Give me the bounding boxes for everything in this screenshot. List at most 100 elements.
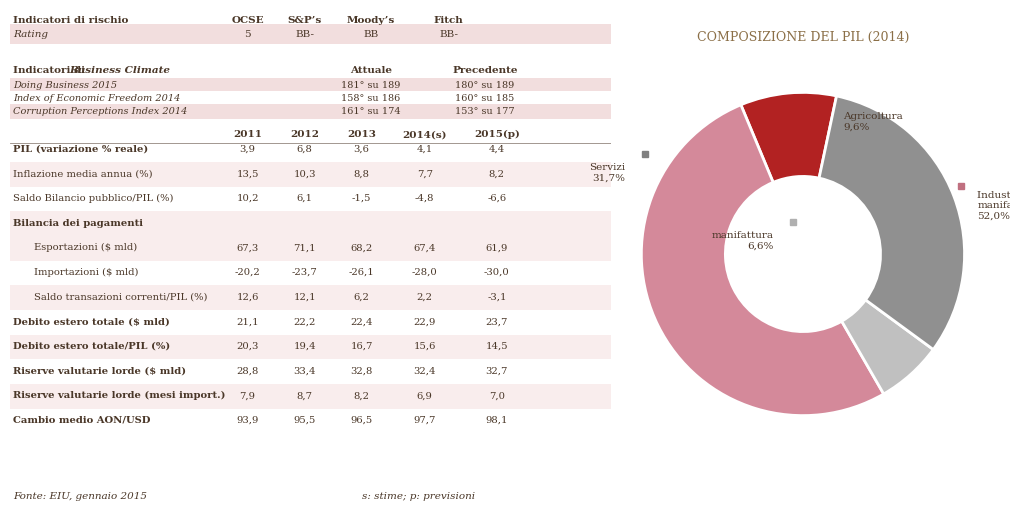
FancyBboxPatch shape xyxy=(10,138,611,162)
Text: Doing Business 2015: Doing Business 2015 xyxy=(13,81,117,90)
Text: Riserve valutarie lorde ($ mld): Riserve valutarie lorde ($ mld) xyxy=(13,367,186,375)
Text: Agricoltura
9,6%: Agricoltura 9,6% xyxy=(843,112,903,131)
Text: Index of Economic Freedom 2014: Index of Economic Freedom 2014 xyxy=(13,94,181,103)
Text: 23,7: 23,7 xyxy=(486,318,508,326)
Text: 180° su 189: 180° su 189 xyxy=(456,81,514,90)
Text: 16,7: 16,7 xyxy=(350,342,373,351)
Text: -28,0: -28,0 xyxy=(412,268,437,277)
Text: 10,2: 10,2 xyxy=(236,194,259,203)
FancyBboxPatch shape xyxy=(10,211,611,236)
Text: Corruption Perceptions Index 2014: Corruption Perceptions Index 2014 xyxy=(13,107,188,116)
Text: Moody’s: Moody’s xyxy=(346,16,395,25)
Text: 22,2: 22,2 xyxy=(293,318,316,326)
Text: 93,9: 93,9 xyxy=(236,416,259,425)
Text: -30,0: -30,0 xyxy=(484,268,510,277)
Text: S&P’s: S&P’s xyxy=(288,16,322,25)
Title: COMPOSIZIONE DEL PIL (2014): COMPOSIZIONE DEL PIL (2014) xyxy=(697,31,909,44)
Text: 68,2: 68,2 xyxy=(350,243,373,252)
Text: 8,2: 8,2 xyxy=(489,170,505,178)
Text: 6,1: 6,1 xyxy=(297,194,312,203)
Text: 95,5: 95,5 xyxy=(293,416,316,425)
Text: 6,8: 6,8 xyxy=(297,145,312,154)
Text: BB-: BB- xyxy=(439,30,459,39)
FancyBboxPatch shape xyxy=(10,335,611,359)
Text: -26,1: -26,1 xyxy=(348,268,375,277)
Text: 71,1: 71,1 xyxy=(293,243,316,252)
FancyBboxPatch shape xyxy=(10,285,611,310)
Text: 153° su 177: 153° su 177 xyxy=(456,107,515,116)
Text: 160° su 185: 160° su 185 xyxy=(456,94,514,103)
Text: 32,8: 32,8 xyxy=(350,367,373,375)
Text: OCSE: OCSE xyxy=(231,16,264,25)
Wedge shape xyxy=(741,92,836,182)
Text: 181° su 189: 181° su 189 xyxy=(341,81,400,90)
Text: 8,2: 8,2 xyxy=(354,391,370,400)
Text: Rating: Rating xyxy=(13,30,48,39)
Text: Saldo transazioni correnti/PIL (%): Saldo transazioni correnti/PIL (%) xyxy=(34,293,208,302)
Text: 6,2: 6,2 xyxy=(354,293,370,302)
Text: -23,7: -23,7 xyxy=(292,268,317,277)
Text: 96,5: 96,5 xyxy=(350,416,373,425)
Text: 33,4: 33,4 xyxy=(293,367,316,375)
Text: 19,4: 19,4 xyxy=(293,342,316,351)
Text: Debito estero totale ($ mld): Debito estero totale ($ mld) xyxy=(13,318,170,326)
Text: Cambio medio AON/USD: Cambio medio AON/USD xyxy=(13,416,150,425)
Text: 97,7: 97,7 xyxy=(413,416,436,425)
FancyBboxPatch shape xyxy=(10,24,611,44)
Text: manifattura
6,6%: manifattura 6,6% xyxy=(712,231,774,251)
Text: -6,6: -6,6 xyxy=(487,194,506,203)
Text: 12,1: 12,1 xyxy=(293,293,316,302)
Text: Riserve valutarie lorde (mesi import.): Riserve valutarie lorde (mesi import.) xyxy=(13,391,225,400)
FancyBboxPatch shape xyxy=(10,104,611,119)
Text: 2011: 2011 xyxy=(233,130,262,139)
Wedge shape xyxy=(841,300,933,394)
Text: Precedente: Precedente xyxy=(452,66,517,75)
Text: 8,7: 8,7 xyxy=(297,391,312,400)
Text: PIL (variazione % reale): PIL (variazione % reale) xyxy=(13,145,148,154)
Text: 8,8: 8,8 xyxy=(354,170,370,178)
FancyBboxPatch shape xyxy=(10,384,611,408)
Text: 2015(p): 2015(p) xyxy=(474,130,520,139)
Wedge shape xyxy=(819,96,965,350)
Text: Inflazione media annua (%): Inflazione media annua (%) xyxy=(13,170,153,178)
Text: s: stime; p: previsioni: s: stime; p: previsioni xyxy=(363,492,476,501)
Text: 22,9: 22,9 xyxy=(413,318,436,326)
Text: 3,9: 3,9 xyxy=(239,145,256,154)
Text: 32,4: 32,4 xyxy=(413,367,436,375)
Text: Saldo Bilancio pubblico/PIL (%): Saldo Bilancio pubblico/PIL (%) xyxy=(13,194,174,203)
Text: 6,9: 6,9 xyxy=(417,391,432,400)
FancyBboxPatch shape xyxy=(10,162,611,187)
Text: 28,8: 28,8 xyxy=(236,367,259,375)
Text: 13,5: 13,5 xyxy=(236,170,259,178)
FancyBboxPatch shape xyxy=(10,236,611,261)
Text: Servizi
31,7%: Servizi 31,7% xyxy=(589,164,625,183)
Text: 21,1: 21,1 xyxy=(236,318,259,326)
Text: Bilancia dei pagamenti: Bilancia dei pagamenti xyxy=(13,219,143,228)
Text: BB: BB xyxy=(363,30,379,39)
Text: 14,5: 14,5 xyxy=(486,342,508,351)
Text: Attuale: Attuale xyxy=(349,66,392,75)
Text: Indicatori di: Indicatori di xyxy=(13,66,89,75)
Text: 98,1: 98,1 xyxy=(486,416,508,425)
Text: -4,8: -4,8 xyxy=(415,194,434,203)
Text: 32,7: 32,7 xyxy=(486,367,508,375)
Text: Business Climate: Business Climate xyxy=(69,66,170,75)
FancyBboxPatch shape xyxy=(10,359,611,384)
Text: 4,4: 4,4 xyxy=(489,145,505,154)
Text: 2,2: 2,2 xyxy=(417,293,432,302)
Text: -20,2: -20,2 xyxy=(234,268,261,277)
FancyBboxPatch shape xyxy=(10,408,611,433)
Text: 4,1: 4,1 xyxy=(417,145,433,154)
Text: 7,0: 7,0 xyxy=(489,391,505,400)
Text: Fitch: Fitch xyxy=(434,16,464,25)
Text: Importazioni ($ mld): Importazioni ($ mld) xyxy=(34,268,138,277)
Text: 2014(s): 2014(s) xyxy=(403,130,447,139)
Text: 158° su 186: 158° su 186 xyxy=(341,94,400,103)
Text: 2012: 2012 xyxy=(290,130,319,139)
FancyBboxPatch shape xyxy=(10,187,611,211)
Text: Indicatori di rischio: Indicatori di rischio xyxy=(13,16,128,25)
Text: Debito estero totale/PIL (%): Debito estero totale/PIL (%) xyxy=(13,342,171,351)
Text: -3,1: -3,1 xyxy=(487,293,507,302)
FancyBboxPatch shape xyxy=(10,310,611,335)
Text: 2013: 2013 xyxy=(347,130,376,139)
